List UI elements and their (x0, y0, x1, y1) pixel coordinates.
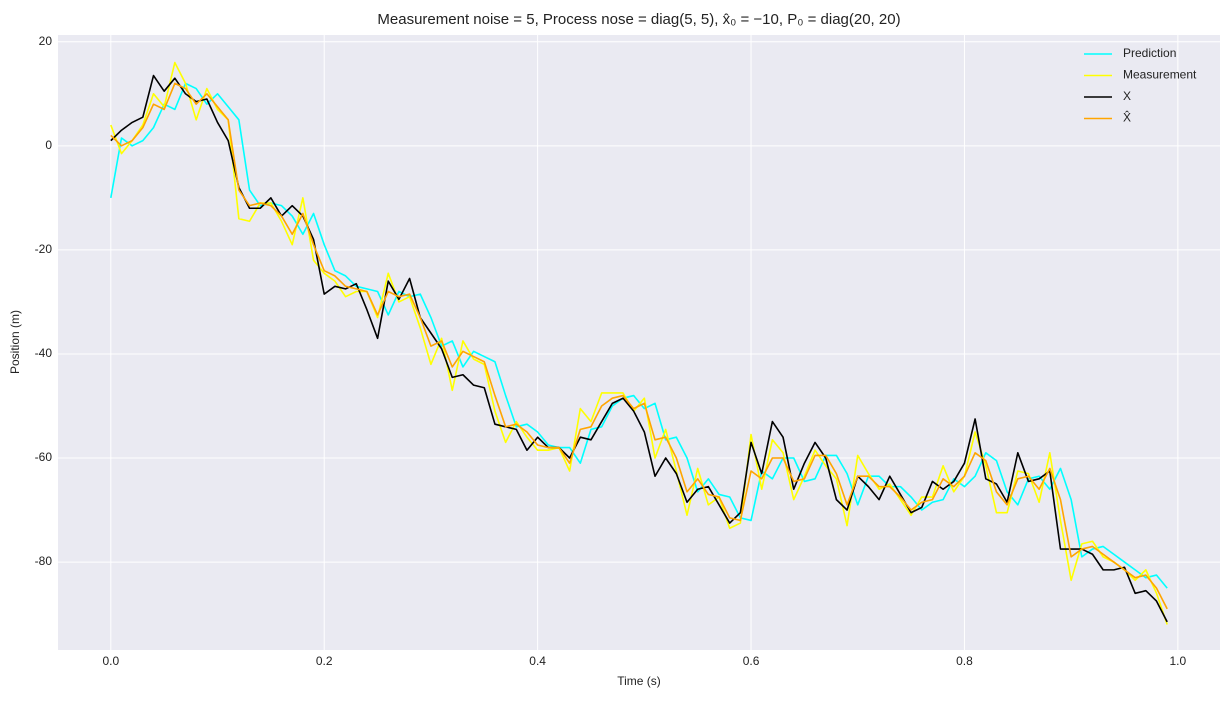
legend-label: X (1123, 89, 1131, 103)
x-tick-label: 0.2 (316, 654, 333, 668)
x-tick-label: 0.8 (956, 654, 973, 668)
legend-label: Measurement (1123, 68, 1197, 82)
x-tick-label: 0.0 (102, 654, 119, 668)
x-axis-label: Time (s) (617, 674, 661, 688)
y-tick-label: -40 (35, 346, 53, 360)
y-axis-label: Position (m) (8, 310, 22, 374)
y-tick-label: 0 (45, 138, 52, 152)
legend-label: X̂ (1123, 110, 1131, 125)
y-tick-label: 20 (39, 34, 53, 48)
legend-label: Prediction (1123, 46, 1176, 60)
series-line (110, 82, 1168, 610)
y-tick-label: -80 (35, 554, 53, 568)
y-tick-label: -60 (35, 450, 53, 464)
y-tick-label: -20 (35, 242, 53, 256)
chart-title: Measurement noise = 5, Process nose = di… (377, 11, 900, 28)
x-tick-label: 1.0 (1170, 654, 1187, 668)
series-line (110, 61, 1168, 625)
series-line (110, 74, 1168, 623)
x-tick-label: 0.6 (743, 654, 760, 668)
plot-area (58, 35, 1220, 650)
x-tick-label: 0.4 (529, 654, 546, 668)
